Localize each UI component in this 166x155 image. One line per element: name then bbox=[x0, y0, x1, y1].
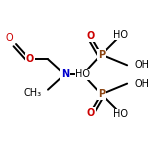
Text: HO: HO bbox=[113, 30, 128, 40]
Text: P: P bbox=[98, 89, 105, 99]
Text: OH: OH bbox=[135, 60, 150, 70]
Text: O: O bbox=[5, 33, 13, 43]
Text: HO: HO bbox=[76, 69, 90, 80]
Text: O: O bbox=[86, 108, 95, 117]
Text: HO: HO bbox=[113, 109, 128, 119]
Text: O: O bbox=[86, 31, 95, 41]
Text: P: P bbox=[98, 50, 105, 60]
Text: O: O bbox=[26, 54, 34, 64]
Text: CH₃: CH₃ bbox=[24, 88, 42, 98]
Text: OH: OH bbox=[135, 79, 150, 89]
Text: N: N bbox=[61, 69, 69, 80]
